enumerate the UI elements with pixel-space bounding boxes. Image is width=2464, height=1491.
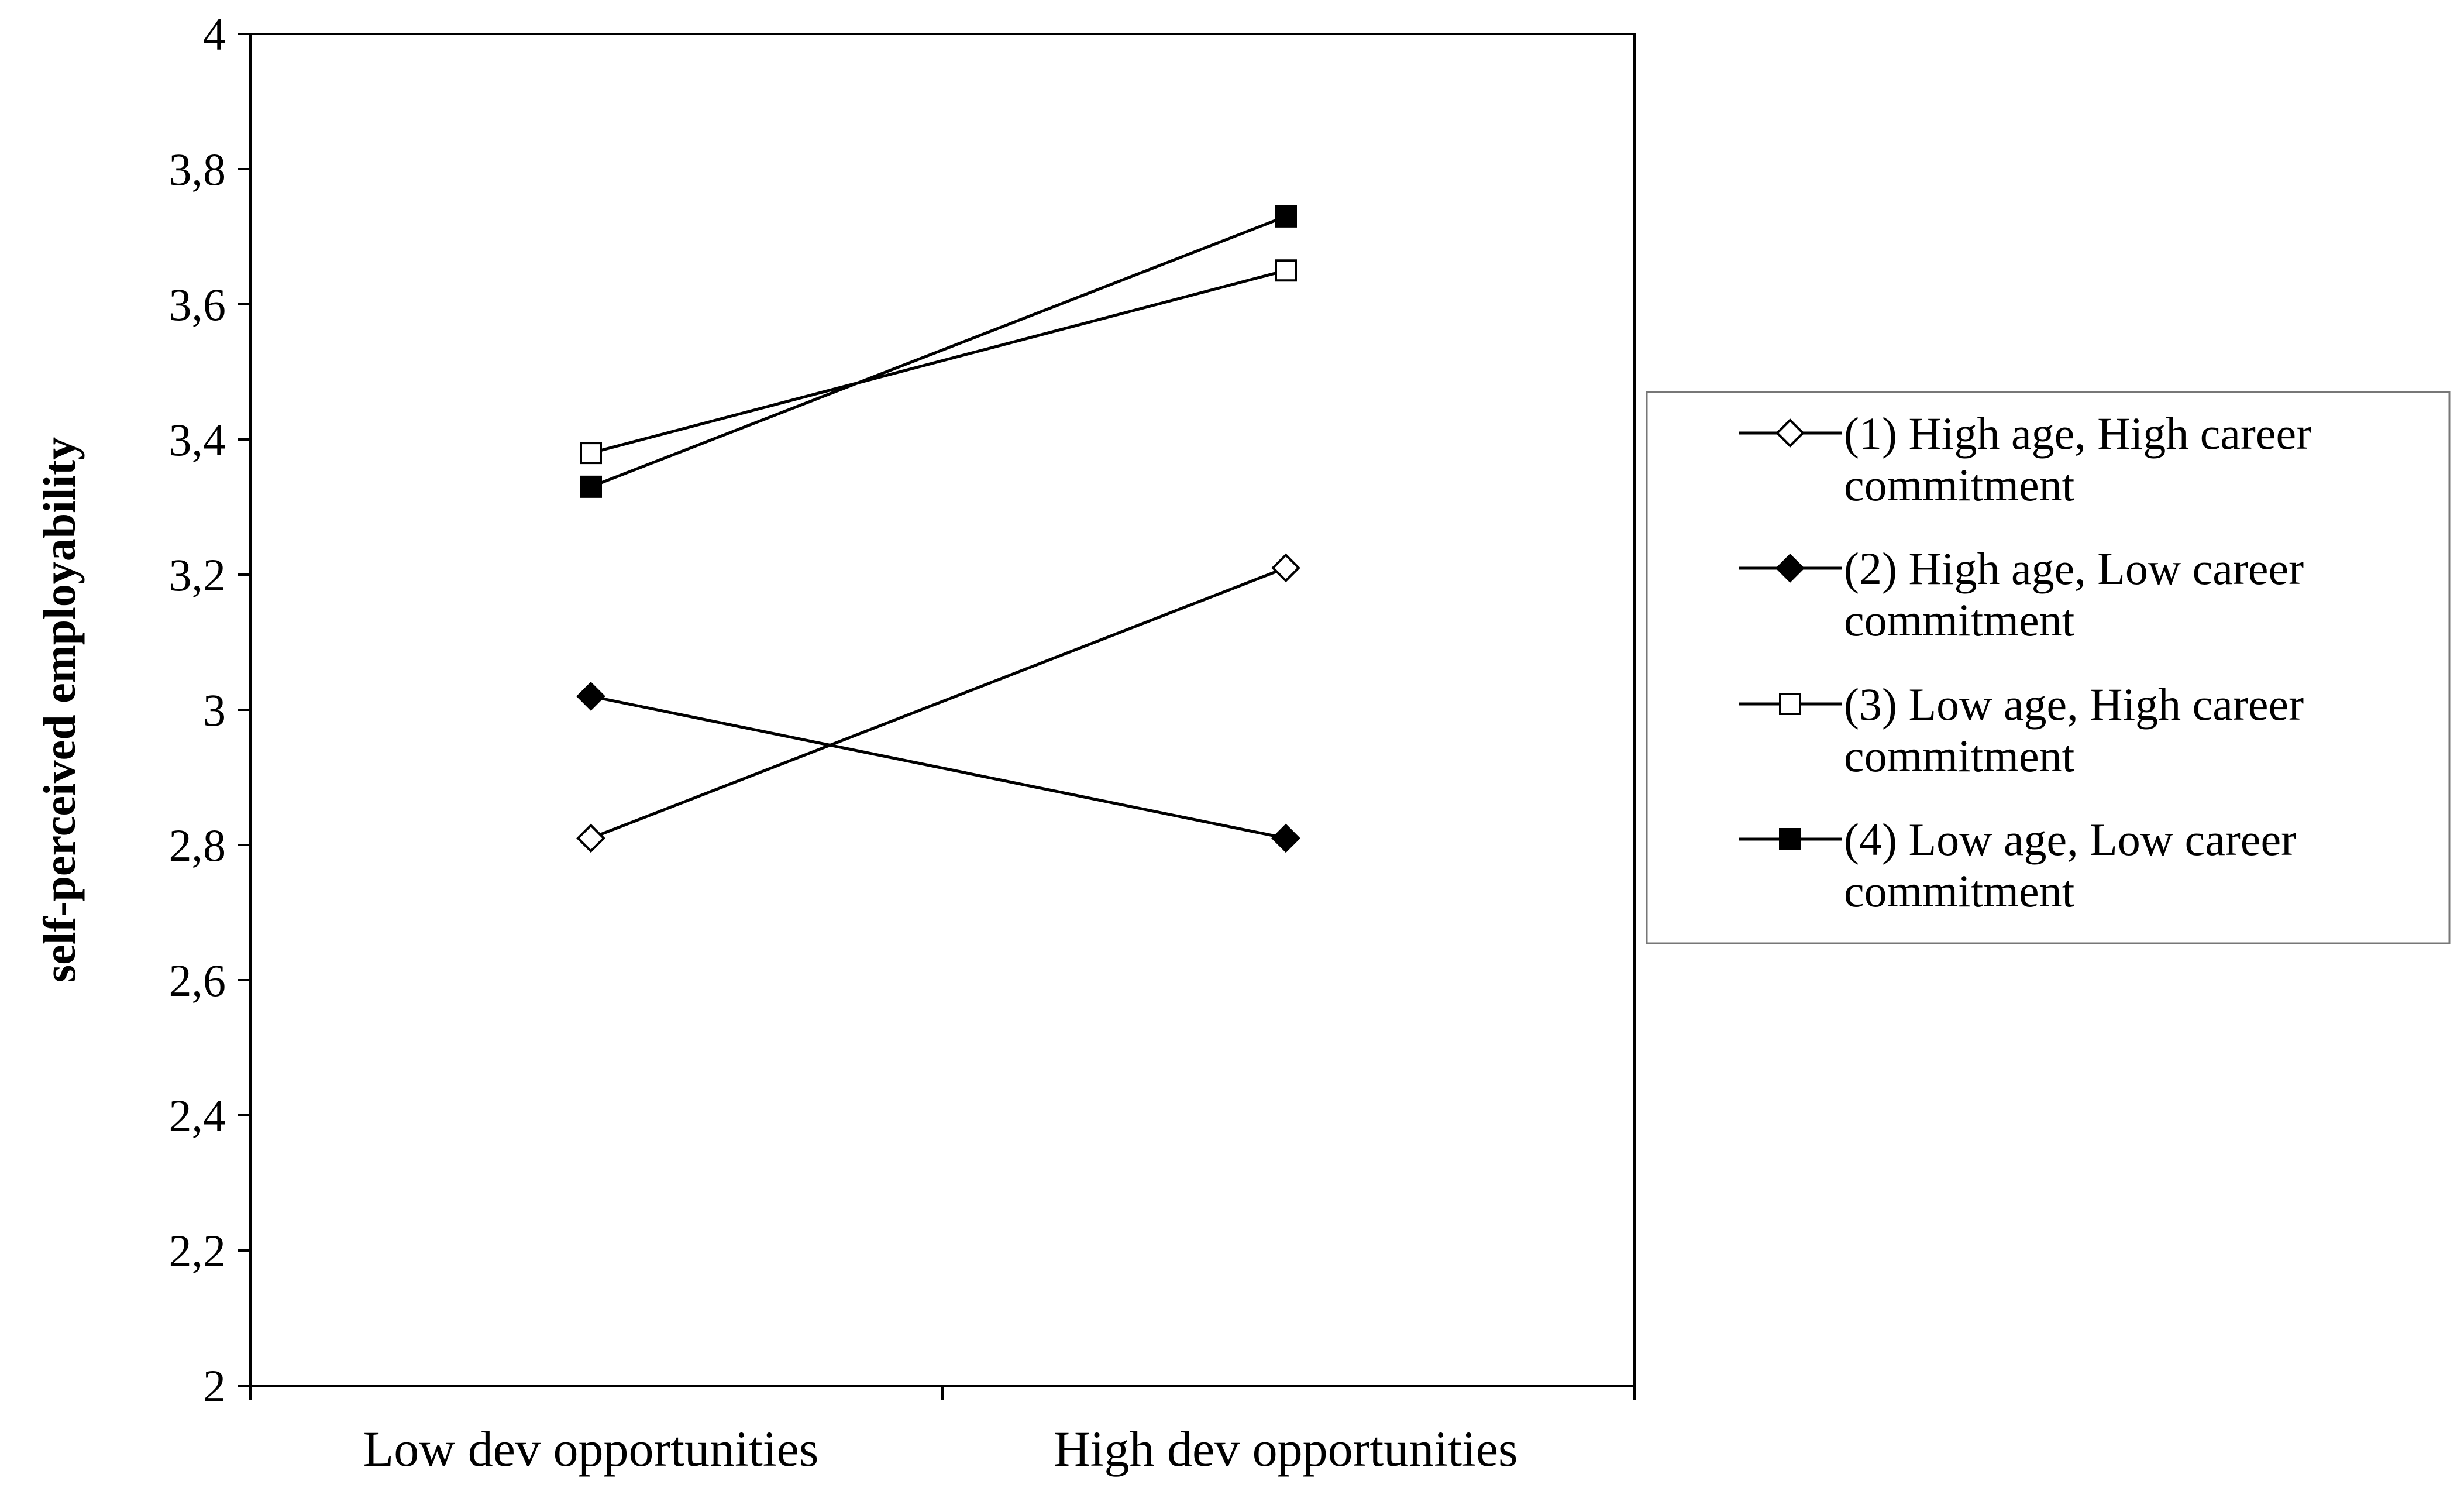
legend-marker <box>1775 418 1805 448</box>
data-point <box>576 682 605 711</box>
legend-marker <box>1775 554 1805 583</box>
data-point <box>576 823 605 853</box>
x-category-label: Low dev opportunities <box>363 1421 819 1477</box>
series-2 <box>576 682 1300 853</box>
legend-label-line2: commitment <box>1844 730 2075 781</box>
data-point <box>1275 205 1297 228</box>
y-tick-label: 3,4 <box>169 414 226 465</box>
y-tick-label: 2,8 <box>169 820 226 871</box>
series-line <box>590 215 1286 489</box>
legend-label-line2: commitment <box>1844 595 2075 645</box>
y-tick-label: 3,2 <box>169 549 226 600</box>
x-category-label: High dev opportunities <box>1054 1421 1517 1477</box>
legend-label-line1: (3) Low age, High career <box>1844 679 2304 730</box>
legend-label-line1: (4) Low age, Low career <box>1844 814 2296 865</box>
y-tick-label: 4 <box>203 9 226 60</box>
y-tick-label: 2 <box>203 1361 226 1411</box>
data-point <box>1271 553 1300 583</box>
series-4 <box>580 205 1297 498</box>
series-3 <box>580 259 1297 465</box>
y-tick-label: 3,6 <box>169 279 226 330</box>
y-axis: 2 2,2 2,4 2,6 2,8 3 3,2 3,4 3,6 3,8 4 <box>169 9 250 1411</box>
legend-label-line1: (2) High age, Low career <box>1844 543 2304 594</box>
data-point <box>580 442 602 465</box>
series-line <box>590 695 1286 840</box>
y-tick-label: 3 <box>203 685 226 736</box>
data-point <box>580 475 602 498</box>
y-tick-label: 2,2 <box>169 1225 226 1276</box>
plot-area <box>249 33 1636 1387</box>
legend-label-line2: commitment <box>1844 459 2075 510</box>
y-tick-label: 3,8 <box>169 144 226 195</box>
series-line <box>590 566 1286 840</box>
data-point <box>1271 823 1300 853</box>
y-axis-title: self-perceived employability <box>34 437 85 982</box>
series-1 <box>576 553 1300 853</box>
y-tick-label: 2,4 <box>169 1090 226 1141</box>
legend-box <box>1646 391 2451 944</box>
legend-marker <box>1779 828 1801 850</box>
x-axis: Low dev opportunities High dev opportunit… <box>249 1386 1636 1477</box>
series-line <box>590 269 1286 455</box>
data-point <box>1275 259 1297 282</box>
legend-label-line1: (1) High age, High career <box>1844 408 2311 459</box>
legend-label-line2: commitment <box>1844 865 2075 916</box>
series-layer <box>576 205 1300 853</box>
legend-marker <box>1779 693 1801 715</box>
y-tick-label: 2,6 <box>169 955 226 1006</box>
